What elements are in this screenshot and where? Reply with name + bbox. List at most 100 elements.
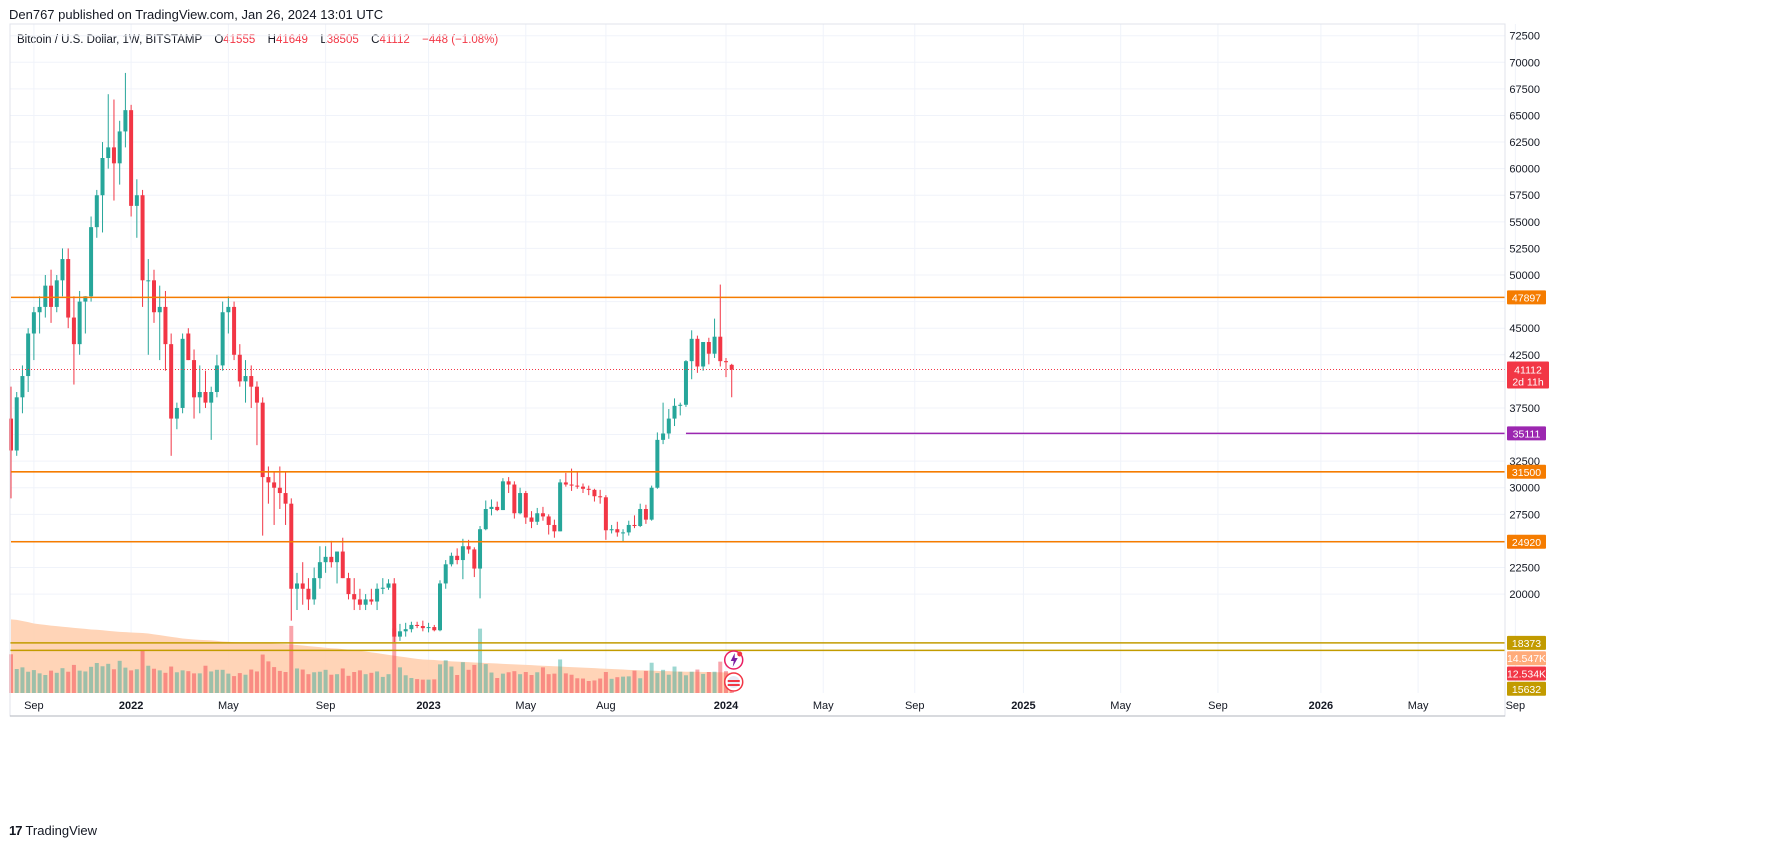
volume-scale-label-bg[interactable] [1507, 635, 1546, 650]
candle-body [718, 336, 723, 362]
level-price-label-bg[interactable] [1507, 426, 1546, 441]
x-tick-label: Sep [24, 700, 44, 712]
candle-body [495, 506, 500, 511]
candle-body [214, 365, 219, 393]
symbol-title[interactable]: Bitcoin / U.S. Dollar, 1W, BITSTAMP [17, 34, 202, 46]
volume-bar [495, 678, 500, 693]
y-tick-label: 62500 [1509, 137, 1540, 149]
candle-body [392, 583, 397, 637]
y-tick-label: 55000 [1509, 217, 1540, 229]
volume-bar [706, 672, 711, 693]
volume-bar [575, 678, 580, 693]
y-tick-label: 72500 [1509, 31, 1540, 43]
volume-bar [312, 672, 317, 693]
candle-body [54, 280, 59, 307]
grid-lines [10, 24, 1516, 693]
candle-body [226, 306, 231, 313]
candle-body [500, 481, 505, 511]
level-price-label[interactable]: 35111 [1513, 428, 1541, 440]
candle-body [340, 551, 345, 579]
y-tick-label: 27500 [1509, 509, 1540, 521]
candle-body [146, 280, 151, 282]
volume-bar [186, 671, 191, 693]
candle-body [466, 546, 471, 550]
candle-body [277, 487, 282, 494]
volume-bar [678, 671, 683, 693]
horizontal-levels[interactable] [10, 296, 1505, 543]
volume-scale-label[interactable]: 12.534K [1507, 668, 1546, 680]
x-tick-label: May [1408, 700, 1429, 712]
candle-body [49, 285, 54, 307]
candle-body [89, 227, 94, 297]
level-price-label[interactable]: 24920 [1512, 537, 1541, 549]
candle-body [518, 493, 523, 514]
y-tick-label: 60000 [1509, 164, 1540, 176]
candle-body [260, 402, 265, 478]
candle-body [472, 549, 477, 569]
level-price-label[interactable]: 47897 [1512, 292, 1541, 304]
level-price-label-bg[interactable] [1507, 464, 1546, 479]
volume-bar [94, 663, 99, 693]
candle-body [438, 583, 442, 631]
volume-scale-label[interactable]: 18373 [1512, 638, 1541, 650]
candle-body [558, 482, 563, 532]
candle-body [563, 482, 568, 485]
candle-body [678, 404, 683, 406]
candle-body [9, 418, 13, 451]
candle-body [60, 259, 65, 281]
candle-body [712, 336, 717, 354]
level-price-label-bg[interactable] [1507, 534, 1546, 549]
bar-countdown-label[interactable]: 2d 11h [1512, 377, 1543, 389]
volume-bar [540, 667, 545, 693]
candle-body [529, 517, 534, 522]
candle-body [317, 562, 322, 579]
candle-body [266, 477, 271, 483]
volume-bar [346, 675, 351, 693]
volume-scale-label[interactable]: 15632 [1512, 684, 1541, 696]
volume-bar [163, 672, 168, 693]
candle-body [335, 551, 340, 563]
candle-body [683, 361, 688, 405]
candle-body [455, 555, 460, 561]
candle-body [186, 333, 191, 361]
candle-body [426, 627, 431, 629]
volume-bar [512, 671, 517, 693]
candle-body [443, 564, 448, 584]
volume-bar [483, 664, 488, 693]
volume-bar [420, 679, 425, 693]
tradingview-logo[interactable]: 17 TradingView [9, 823, 97, 838]
candle-body [621, 532, 626, 534]
volume-bar [300, 669, 305, 693]
volume-bar [603, 672, 608, 693]
last-price-label-bg[interactable] [1507, 361, 1549, 389]
volume-bar [535, 672, 540, 693]
volume-bar [14, 669, 19, 693]
candle-body [31, 312, 36, 334]
volume-bar [363, 674, 368, 693]
low-value: 38505 [326, 34, 359, 46]
volume-scale-label[interactable]: 14.547K [1507, 653, 1546, 665]
volume-bar [140, 650, 145, 693]
event-markers[interactable] [723, 650, 744, 692]
volume-bar [375, 671, 380, 693]
volume-scale-label-bg[interactable] [1507, 681, 1546, 696]
y-tick-label: 70000 [1509, 57, 1540, 69]
volume-scale-label-bg[interactable] [1507, 666, 1546, 681]
volume-bar [581, 678, 585, 693]
candle-body [157, 306, 162, 313]
axes: 2000022500275003000032500375004250045000… [24, 31, 1549, 712]
volume-bar [66, 671, 71, 693]
last-price-label[interactable]: 41112 [1514, 365, 1542, 377]
y-tick-label: 42500 [1509, 350, 1540, 362]
candle-body [643, 508, 648, 520]
candle-body [666, 418, 671, 434]
candle-body [346, 578, 351, 595]
level-price-label[interactable]: 31500 [1512, 467, 1541, 479]
volume-pane [9, 619, 1505, 693]
volume-bar [357, 670, 362, 693]
volume-scale-label-bg[interactable] [1507, 651, 1546, 666]
candle-body [94, 195, 99, 228]
volume-bar [54, 672, 59, 693]
level-price-label-bg[interactable] [1507, 290, 1546, 305]
